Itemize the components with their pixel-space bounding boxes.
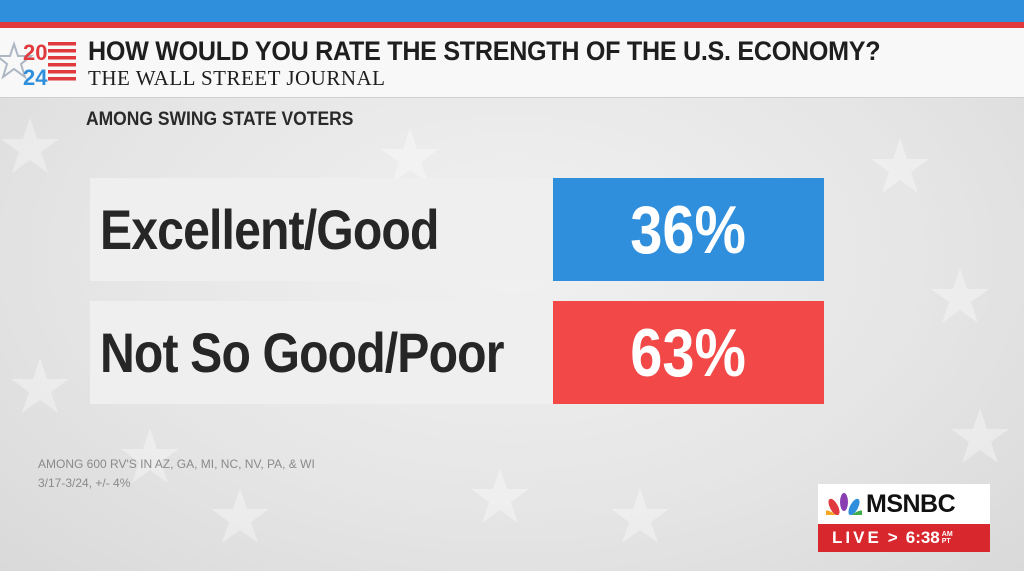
am-label: AM xyxy=(941,531,953,538)
header-bar xyxy=(0,28,1024,98)
top-red-line xyxy=(0,22,1024,28)
top-blue-strip xyxy=(0,0,1024,22)
footnote-dates-margin: 3/17-3/24, +/- 4% xyxy=(38,476,131,490)
footnote-sample: AMONG 600 RV'S IN AZ, GA, MI, NC, NV, PA… xyxy=(38,457,315,471)
row-label-text: Excellent/Good xyxy=(100,198,439,261)
source-credit: THE WALL STREET JOURNAL xyxy=(88,66,386,90)
zone-label: PT xyxy=(941,538,951,545)
row-label-text: Not So Good/Poor xyxy=(100,321,504,384)
election-2024-logo: 20 24 xyxy=(0,40,76,90)
live-time: 6:38 xyxy=(905,528,940,547)
live-ampm: AM PT xyxy=(942,531,953,545)
msnbc-logo: MSNBC xyxy=(818,484,990,524)
star-icon xyxy=(0,40,34,80)
subhead: AMONG SWING STATE VOTERS xyxy=(86,109,354,130)
live-bar: LIVE > 6:38 AM PT xyxy=(818,524,990,552)
headline: HOW WOULD YOU RATE THE STRENGTH OF THE U… xyxy=(88,36,881,66)
row-label-not-so-good-poor: Not So Good/Poor xyxy=(90,301,553,404)
logo-year-top: 20 xyxy=(23,40,47,65)
row-value-not-so-good-poor: 63% xyxy=(553,301,824,404)
row-value-excellent-good: 36% xyxy=(553,178,824,281)
chevron-right-icon: > xyxy=(887,528,898,547)
peacock-icon xyxy=(826,493,862,515)
network-name: MSNBC xyxy=(866,489,956,518)
row-label-excellent-good: Excellent/Good xyxy=(90,178,553,281)
live-label: LIVE xyxy=(832,528,882,547)
logo-year-bottom: 24 xyxy=(23,65,48,90)
row-value-text: 36% xyxy=(630,191,747,268)
row-value-text: 63% xyxy=(630,314,747,391)
